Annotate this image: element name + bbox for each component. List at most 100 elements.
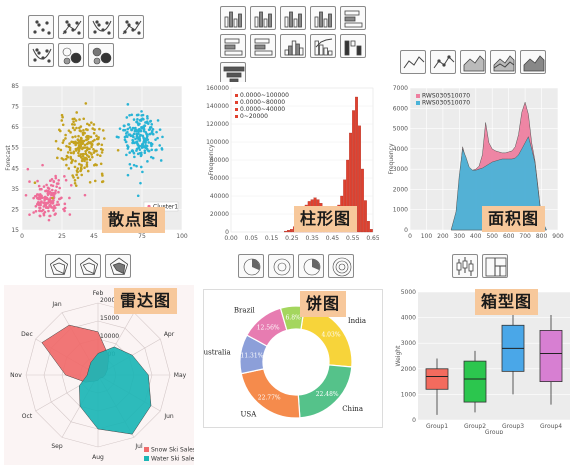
- radar-markers-icon[interactable]: [75, 254, 101, 278]
- bubble-icon[interactable]: [58, 43, 84, 67]
- scatter-point: [79, 129, 82, 133]
- scatter-smooth-icon[interactable]: [28, 43, 54, 67]
- histogram-bar: [349, 132, 353, 233]
- radar-filled-icon[interactable]: [105, 254, 131, 278]
- scatter-plain-icon[interactable]: [28, 15, 54, 39]
- scatter-point: [158, 128, 162, 131]
- radar-icon[interactable]: [45, 254, 71, 278]
- waterfall-icon[interactable]: [340, 34, 366, 58]
- scatter-curve-icon[interactable]: [88, 15, 114, 39]
- scatter-point: [74, 119, 78, 122]
- scatter-point: [63, 175, 66, 178]
- legend-marker: [235, 115, 238, 118]
- scatter-point: [93, 179, 97, 183]
- pie-icon[interactable]: [238, 254, 264, 278]
- scatter-point: [143, 149, 147, 152]
- scatter-point: [74, 135, 77, 138]
- scatter-point: [34, 210, 38, 213]
- scatter-point: [50, 206, 54, 209]
- pie-value-label: 4.03%: [321, 332, 340, 339]
- scatter-point: [137, 113, 140, 117]
- scatter-point: [68, 142, 71, 145]
- pie-chart: 4.03% India 22.48%China 22.77% USA 11.31% Aust…: [204, 305, 366, 419]
- area-stacked-icon[interactable]: [490, 50, 516, 74]
- bar-100-icon[interactable]: [250, 34, 276, 58]
- y-tick-label: 0: [404, 227, 408, 234]
- scatter-point: [146, 134, 149, 138]
- x-tick-label: 600: [503, 233, 515, 240]
- scatter-point: [95, 134, 98, 138]
- column-3d-icon[interactable]: [310, 6, 336, 30]
- bubble-3d-icon[interactable]: [88, 43, 114, 67]
- scatter-point: [93, 128, 96, 131]
- bar-icon-row: [220, 6, 372, 86]
- column-100-icon[interactable]: [280, 6, 306, 30]
- scatter-point: [85, 135, 88, 139]
- scatter-point: [46, 206, 50, 210]
- scatter-point: [126, 127, 130, 131]
- pie-value-label: 12.56%: [257, 324, 280, 331]
- line-icon[interactable]: [400, 50, 426, 74]
- scatter-point: [38, 209, 41, 213]
- scatter-lines-icon[interactable]: [118, 15, 144, 39]
- scatter-point: [75, 173, 78, 177]
- scatter-point: [138, 135, 141, 139]
- scatter-point: [100, 143, 104, 147]
- scatter-point: [28, 180, 31, 183]
- area-100-icon[interactable]: [520, 50, 546, 74]
- histogram-bar: [284, 230, 287, 233]
- scatter-point: [42, 185, 46, 188]
- scatter-trend-icon[interactable]: [58, 15, 84, 39]
- scatter-point: [96, 153, 99, 157]
- area-icon[interactable]: [460, 50, 486, 74]
- histogram-icon[interactable]: [280, 34, 306, 58]
- scatter-point: [56, 200, 59, 204]
- line-markers-icon[interactable]: [430, 50, 456, 74]
- doughnut-icon[interactable]: [268, 254, 294, 278]
- scatter-point: [149, 119, 153, 123]
- bar-horizontal-icon[interactable]: [340, 6, 366, 30]
- scatter-chart: 15 25 35 45 55 65 75 85 0 25 45 75 100 Forecast Cluste…: [5, 83, 188, 240]
- sunburst-icon[interactable]: [328, 254, 354, 278]
- scatter-point: [78, 126, 81, 130]
- scatter-point: [77, 151, 80, 155]
- scatter-point: [61, 123, 65, 127]
- legend-marker: [235, 101, 238, 104]
- label-bar: 柱形图: [294, 206, 358, 232]
- pie-value-label: 6.8%: [285, 315, 301, 322]
- box-iqr: [539, 330, 563, 383]
- scatter-point: [51, 200, 54, 204]
- scatter-point: [138, 151, 142, 155]
- scatter-point: [26, 167, 30, 171]
- scatter-point: [139, 165, 143, 169]
- legend-marker: [144, 447, 149, 452]
- pie-3d-icon[interactable]: [298, 254, 324, 278]
- scatter-point: [45, 202, 49, 205]
- box-whisker-icon[interactable]: [452, 254, 478, 278]
- pareto-icon[interactable]: [310, 34, 336, 58]
- scatter-point: [64, 137, 67, 140]
- y-tick-label: 5000: [393, 126, 408, 133]
- scatter-point: [63, 202, 67, 206]
- scatter-point: [90, 142, 94, 146]
- scatter-point: [83, 131, 86, 135]
- bar-stacked-icon[interactable]: [220, 34, 246, 58]
- x-tick-label: 0.35: [305, 235, 319, 242]
- scatter-point: [99, 162, 103, 166]
- y-tick-label: 2000: [393, 186, 408, 193]
- scatter-point: [80, 173, 84, 177]
- scatter-point: [134, 126, 137, 130]
- scatter-point: [58, 128, 61, 132]
- treemap-icon[interactable]: [482, 254, 508, 278]
- scatter-point: [130, 113, 134, 117]
- column-stacked-icon[interactable]: [250, 6, 276, 30]
- box-icon-row: [452, 254, 508, 278]
- y-tick-label: 3000: [393, 166, 408, 173]
- scatter-point: [39, 203, 42, 207]
- scatter-point: [97, 142, 101, 146]
- scatter-point: [149, 155, 153, 159]
- scatter-point: [155, 130, 158, 134]
- radar-axis-label: Oct: [22, 413, 33, 420]
- column-clustered-icon[interactable]: [220, 6, 246, 30]
- scatter-point: [115, 135, 119, 139]
